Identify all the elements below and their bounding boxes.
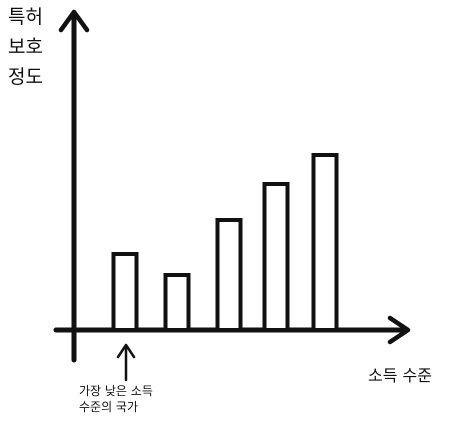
y-axis-label-line-2: 보호 xyxy=(8,36,43,58)
bar-4 xyxy=(262,182,290,332)
annotation-line-2: 수준의 국가 xyxy=(79,400,139,414)
bar-5 xyxy=(311,153,339,332)
annotation-line-1: 가장 낮은 소득 xyxy=(79,384,153,398)
x-axis-arrowhead xyxy=(387,315,411,345)
y-axis-label-line-3: 정도 xyxy=(8,66,43,88)
bar-1 xyxy=(111,252,139,332)
annotation-arrow-head xyxy=(116,343,136,359)
y-axis-label-line-1: 특허 xyxy=(8,6,43,28)
y-axis-arrowhead xyxy=(58,9,90,33)
bars xyxy=(111,153,339,332)
annotation-arrow xyxy=(116,343,136,382)
bar-2 xyxy=(163,273,191,332)
x-axis-label: 소득 수준 xyxy=(368,366,432,385)
bar-3 xyxy=(215,218,243,332)
